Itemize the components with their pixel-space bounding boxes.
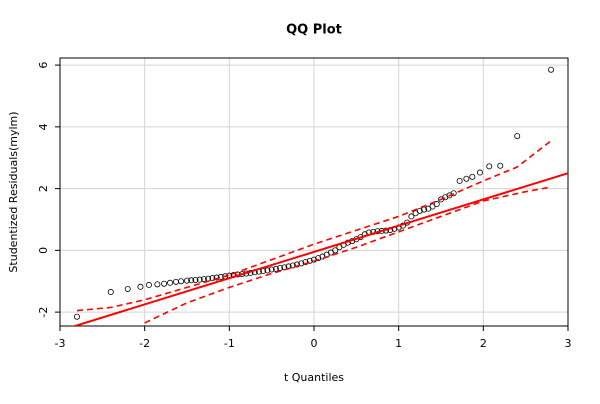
point <box>172 278 179 285</box>
plot-frame <box>59 57 569 327</box>
x-tick-label: -1 <box>224 337 235 350</box>
plot-area <box>71 66 568 326</box>
point <box>264 267 271 274</box>
point <box>433 201 440 208</box>
point <box>167 279 174 286</box>
point <box>463 175 470 182</box>
reference-line <box>71 172 568 326</box>
x-tick-label: 2 <box>480 337 487 350</box>
y-axis-label: Studentized Residuals(mylm) <box>7 111 20 272</box>
point <box>154 281 161 288</box>
point <box>456 177 463 184</box>
x-tick-label: 0 <box>311 337 318 350</box>
point <box>73 313 80 320</box>
point <box>514 133 521 140</box>
x-tick-label: 1 <box>395 337 402 350</box>
point <box>332 247 339 254</box>
chart-title: QQ Plot <box>286 23 342 38</box>
point <box>315 255 322 262</box>
point <box>192 276 199 283</box>
point <box>289 262 296 269</box>
point <box>213 274 220 281</box>
point <box>306 257 313 264</box>
point <box>188 277 195 284</box>
y-tick-label: 2 <box>37 185 50 192</box>
x-axis-label: t Quantiles <box>284 371 344 384</box>
point <box>469 173 476 180</box>
point <box>124 285 131 292</box>
x-tick-label: -3 <box>55 337 66 350</box>
point <box>416 207 423 214</box>
point <box>161 280 168 287</box>
y-tick-label: -2 <box>37 307 50 318</box>
point <box>137 283 144 290</box>
y-tick-label: 6 <box>37 62 50 69</box>
y-tick-label: 0 <box>37 247 50 254</box>
point <box>486 163 493 170</box>
point <box>107 289 114 296</box>
point <box>268 266 275 273</box>
point <box>196 276 203 283</box>
point <box>450 190 457 197</box>
point <box>178 278 185 285</box>
point <box>497 162 504 169</box>
x-tick-label: 3 <box>565 337 572 350</box>
point <box>183 277 190 284</box>
x-tick-label: -2 <box>139 337 150 350</box>
point <box>408 213 415 220</box>
point <box>548 66 555 73</box>
point <box>209 275 216 282</box>
envelope-lower <box>144 186 552 324</box>
point <box>281 264 288 271</box>
y-tick-label: 4 <box>37 123 50 130</box>
point <box>145 281 152 288</box>
point <box>476 169 483 176</box>
